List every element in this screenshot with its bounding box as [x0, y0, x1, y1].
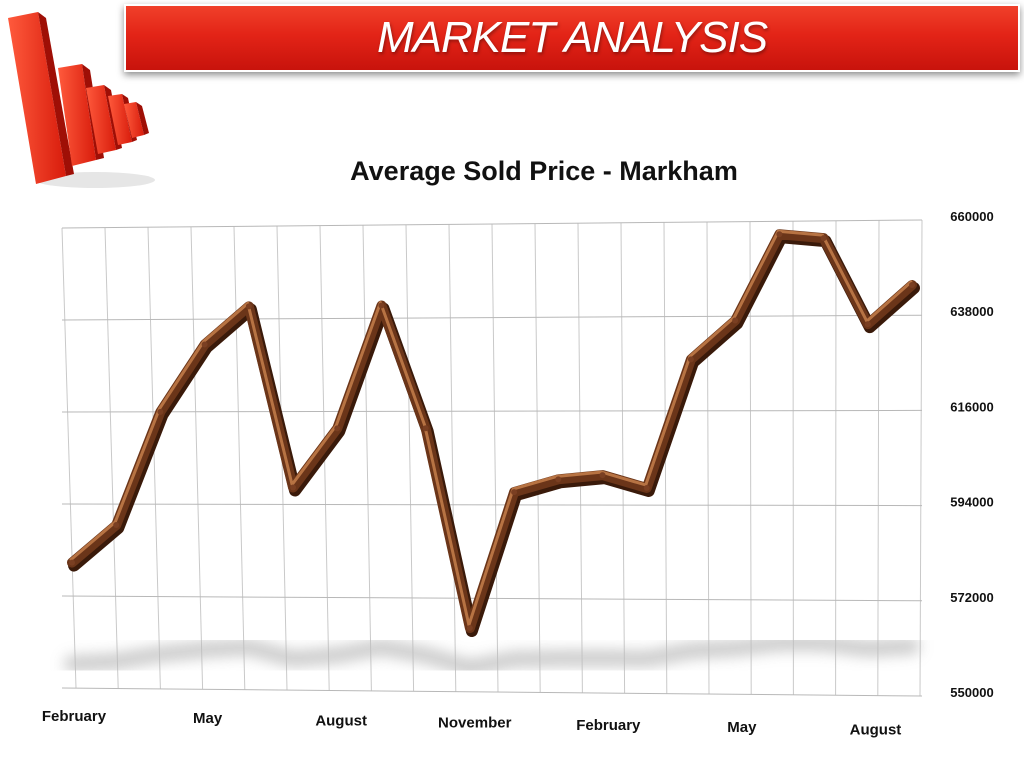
series-line [67, 229, 917, 634]
y-tick-label: 616000 [950, 399, 993, 414]
grid-line-vertical [362, 225, 372, 691]
x-tick-label: May [727, 719, 757, 736]
data-point [245, 303, 252, 310]
data-point [511, 489, 518, 496]
x-tick-label: November [438, 715, 512, 732]
grid-line-vertical [877, 220, 880, 696]
grid-line-vertical [104, 227, 119, 689]
grid-line-vertical [620, 222, 626, 694]
data-point [555, 476, 562, 483]
x-tick-label: August [315, 712, 367, 729]
data-point [599, 472, 606, 479]
data-point [334, 425, 341, 432]
banner-title: MARKET ANALYSIS [376, 13, 768, 62]
x-tick-label: February [42, 708, 107, 725]
data-point [643, 484, 650, 491]
grid-line-horizontal [61, 595, 923, 602]
data-point [157, 408, 164, 415]
y-tick-label: 660000 [950, 209, 993, 224]
grid-line-vertical [577, 223, 583, 693]
data-point [909, 281, 915, 288]
y-tick-label: 594000 [950, 495, 993, 510]
grid-line-vertical [491, 223, 499, 693]
grid-line-vertical [706, 221, 710, 695]
data-point [69, 559, 75, 566]
grid-line-vertical [534, 223, 541, 693]
data-point [290, 484, 297, 491]
data-point [201, 341, 208, 348]
data-point [113, 522, 120, 529]
x-tick-label: May [193, 710, 223, 727]
red-3d-bar-chart-icon [8, 12, 155, 188]
grid-line-vertical [919, 219, 923, 696]
grid-line-vertical [61, 227, 77, 689]
grid-line-vertical [233, 226, 246, 690]
grid-line-vertical [448, 224, 457, 692]
data-point [732, 317, 739, 324]
title-banner: MARKET ANALYSIS [124, 4, 1020, 72]
grid-line-horizontal [61, 314, 923, 321]
data-point [687, 356, 694, 363]
data-point [820, 235, 827, 242]
grid-line-vertical [405, 224, 415, 692]
series-line-highlight [69, 229, 913, 627]
chart-title: Average Sold Price - Markham [350, 156, 738, 186]
grid-line-horizontal [61, 219, 923, 229]
data-point [466, 625, 473, 632]
y-tick-label: 638000 [950, 304, 993, 319]
grid-line-horizontal [61, 503, 923, 507]
grid-line-horizontal [61, 409, 923, 413]
grid-line-vertical [190, 226, 204, 690]
grid-line-horizontal [61, 687, 923, 697]
data-point [864, 321, 871, 328]
data-point [378, 302, 385, 309]
grid-line-vertical [147, 227, 161, 689]
y-tick-label: 550000 [950, 685, 993, 700]
x-tick-label: August [850, 721, 902, 738]
data-point [422, 425, 429, 432]
line-floor-shadow [64, 634, 920, 677]
x-tick-label: February [576, 717, 641, 734]
data-point [776, 231, 783, 238]
y-tick-label: 572000 [950, 590, 993, 605]
